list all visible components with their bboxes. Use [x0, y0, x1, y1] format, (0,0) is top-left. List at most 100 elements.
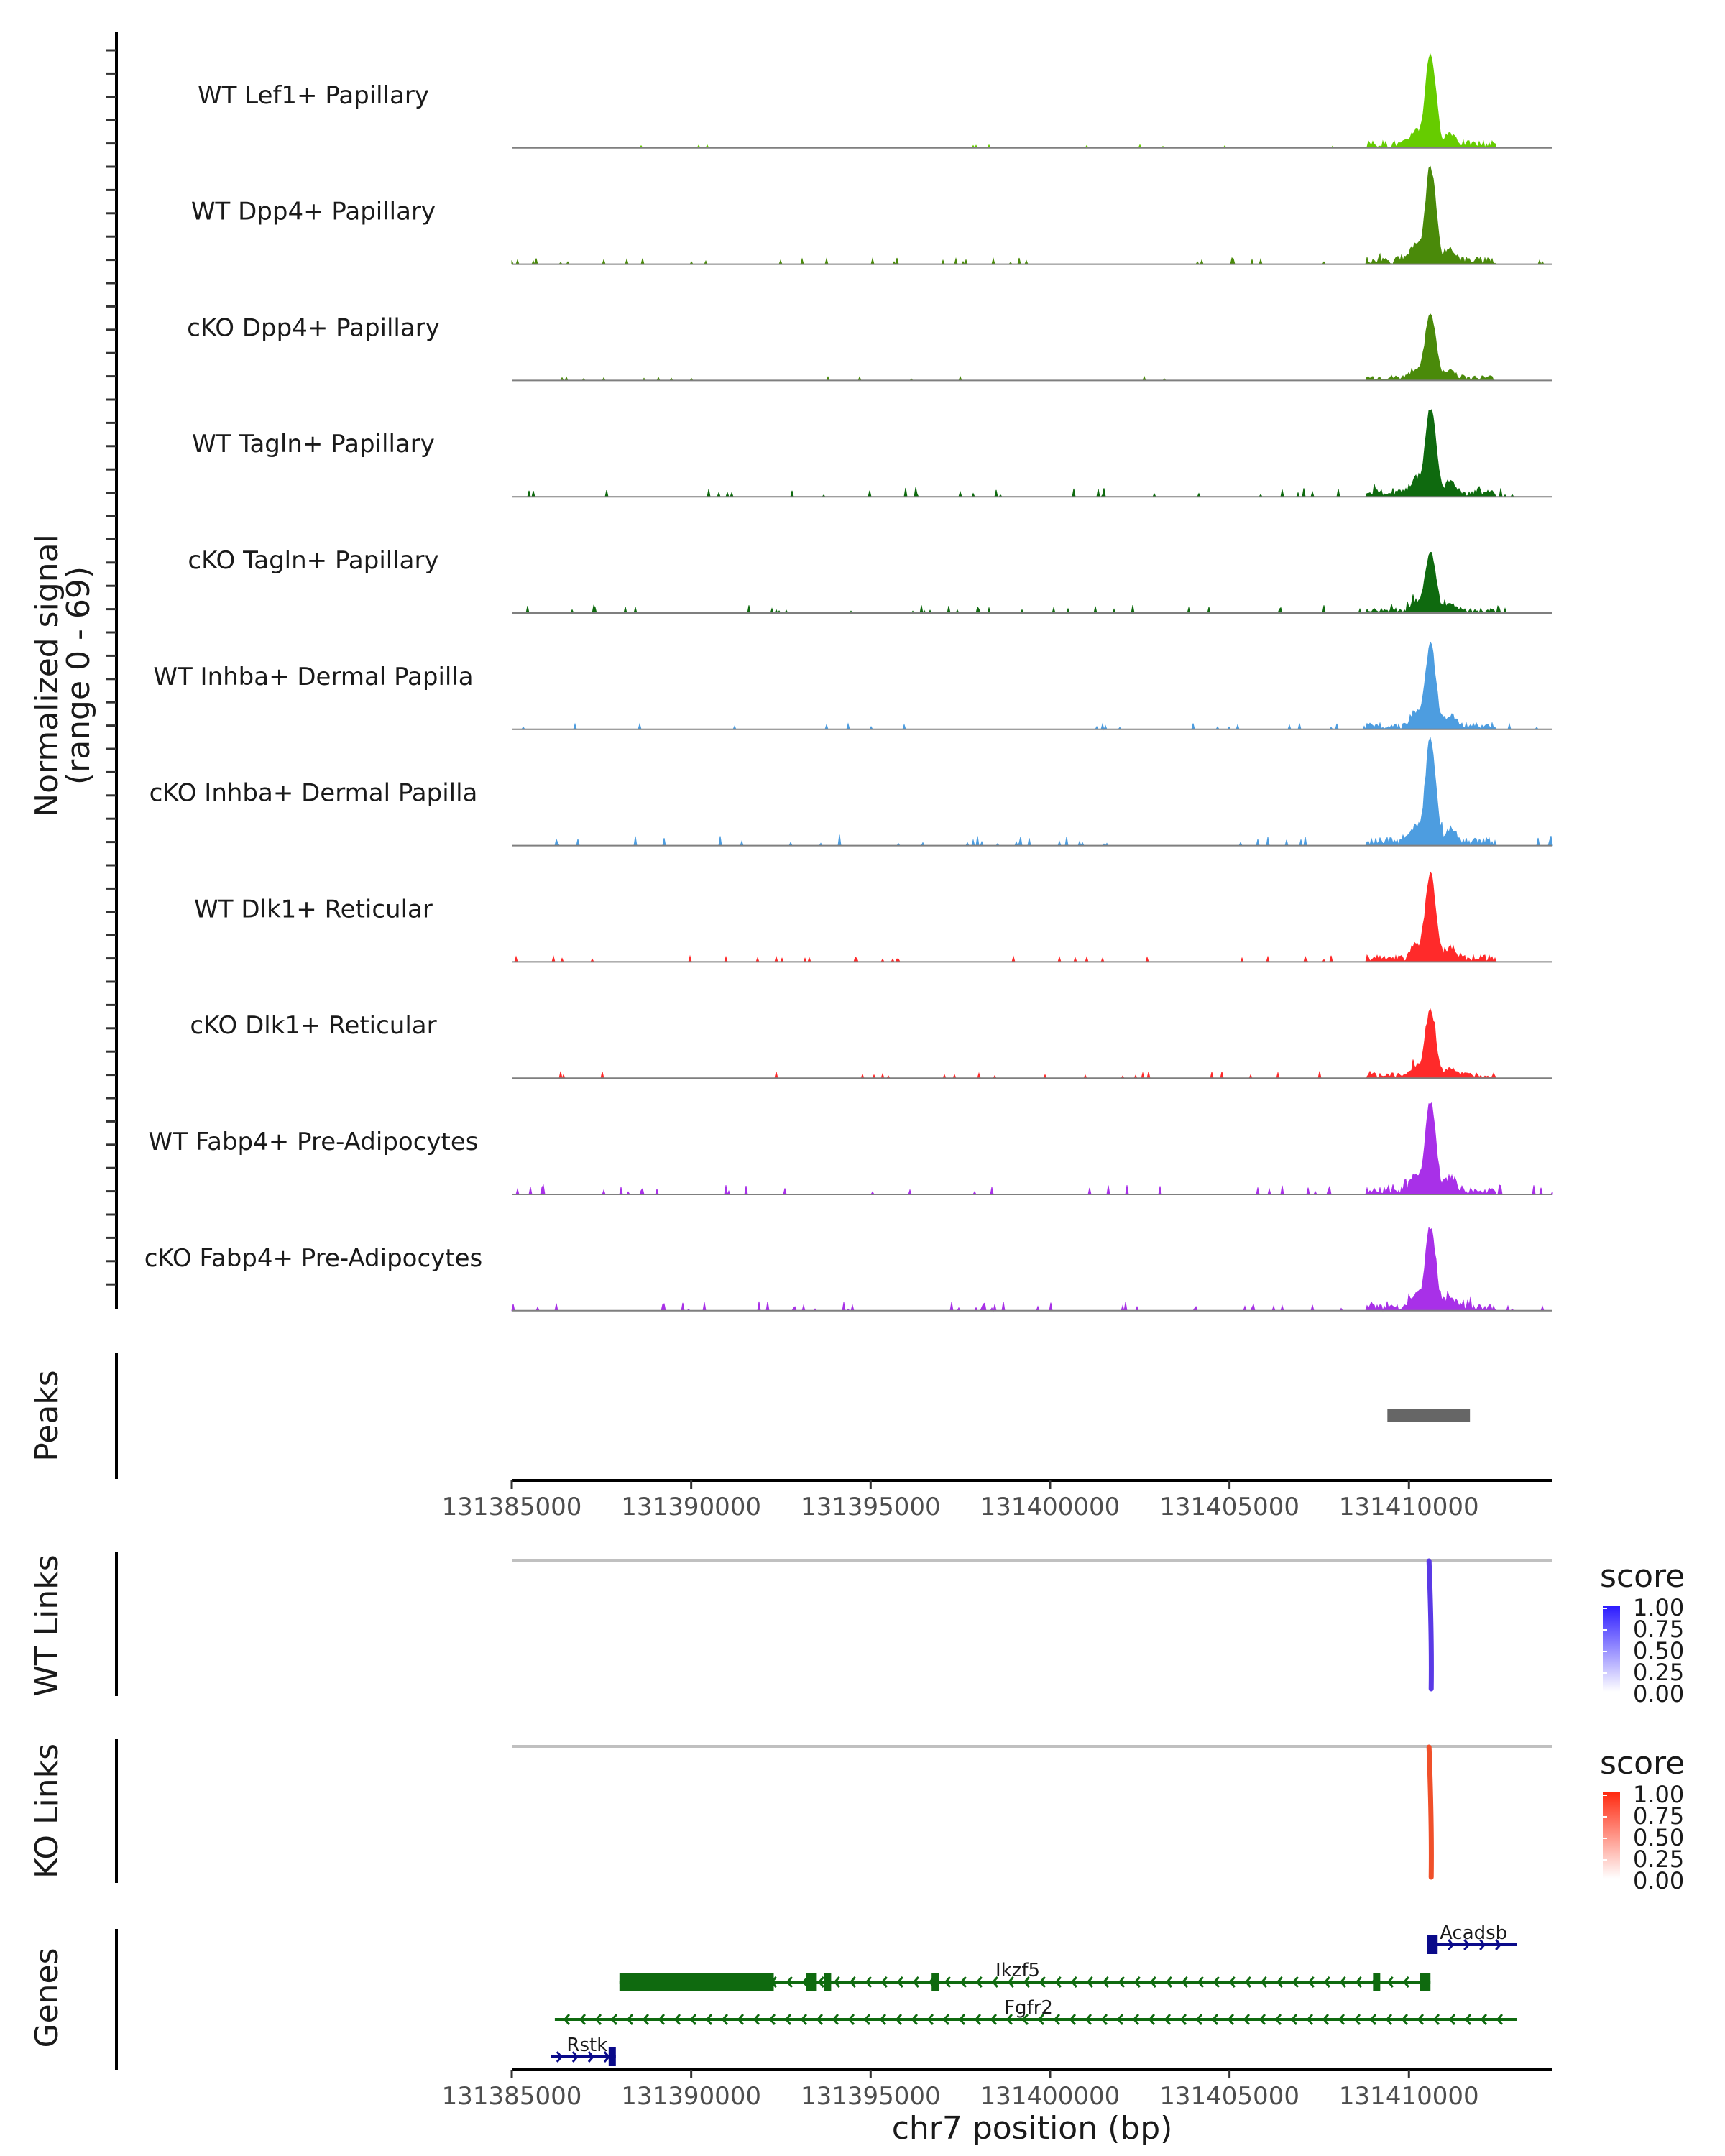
strand-chevron [587, 2051, 594, 2063]
strand-chevron [1179, 2014, 1187, 2025]
strand-chevron [1195, 2014, 1203, 2025]
strand-chevron [800, 2014, 808, 2025]
gene-exon [619, 1973, 774, 1991]
strand-chevron [1069, 2014, 1077, 2025]
strand-chevron [1053, 2014, 1061, 2025]
legend-tick-label: 0.50 [1633, 1824, 1684, 1851]
strand-chevron [816, 2014, 824, 2025]
strand-chevron [1021, 2014, 1029, 2025]
strand-chevron [880, 1976, 888, 1988]
strand-chevron [926, 2014, 934, 2025]
gene-model: Rstk [551, 2035, 616, 2066]
legend-tick-label: 0.25 [1633, 1659, 1684, 1686]
coverage-panel: Normalized signal (range 0 - 69) WT Lef1… [29, 32, 1553, 1312]
wt-legend-title: score [1600, 1558, 1685, 1595]
strand-chevron [1432, 2014, 1440, 2025]
x-tick-label: 131395000 [801, 2082, 941, 2111]
strand-chevron [865, 1976, 872, 1988]
peak-region [1387, 1409, 1471, 1422]
strand-chevron [673, 2014, 681, 2025]
coverage-area [512, 409, 1552, 497]
coverage-area [511, 165, 1552, 266]
strand-chevron [1037, 2014, 1045, 2025]
strand-chevron [705, 2014, 713, 2025]
strand-chevron [1496, 2014, 1504, 2025]
legend-tick-label: 0.75 [1633, 1802, 1684, 1830]
coverage-area [512, 1102, 1553, 1196]
wt-legend-ticks: 1.000.750.500.250.00 [1603, 1594, 1684, 1708]
strand-chevron [1307, 1976, 1315, 1988]
coverage-ylabel-line2: (range 0 - 69) [60, 566, 97, 785]
strand-chevron [1480, 2014, 1488, 2025]
x-axis-title: chr7 position (bp) [892, 2110, 1173, 2147]
strand-chevron [1100, 2014, 1108, 2025]
peaks-panel: Peaks 131385000 131390000 131395000 1314000… [29, 1353, 1552, 1521]
strand-chevron [1276, 1976, 1283, 1988]
wt-link-arc [1426, 1558, 1434, 1692]
gene-label: Ikzf5 [995, 1960, 1040, 1981]
strand-chevron [879, 2014, 887, 2025]
strand-chevron [1448, 2014, 1456, 2025]
ko-legend-ticks: 1.000.750.500.250.00 [1603, 1781, 1684, 1894]
strand-chevron [1260, 1976, 1267, 1988]
coverage-track: cKO Tagln+ Papillary [188, 546, 1552, 614]
strand-chevron [1054, 1976, 1062, 1988]
coverage-track: WT Inhba+ Dermal Papilla [153, 641, 1552, 731]
strand-chevron [1132, 2014, 1140, 2025]
strand-chevron [863, 2014, 871, 2025]
strand-chevron [1259, 2014, 1266, 2025]
coverage-track-label: WT Tagln+ Papillary [192, 430, 435, 459]
coverage-tracks: WT Lef1+ Papillary WT Dpp4+ Papillary cKO … [144, 52, 1553, 1312]
strand-chevron [975, 1976, 983, 1988]
strand-chevron [817, 1976, 824, 1988]
strand-chevron [960, 1976, 967, 1988]
strand-chevron [1085, 2014, 1092, 2025]
strand-chevron [1070, 1976, 1077, 1988]
strand-chevron [1102, 1976, 1109, 1988]
x-tick-label: 131405000 [1159, 1493, 1300, 1521]
strand-chevron [737, 2014, 745, 2025]
coverage-track-label: cKO Dpp4+ Papillary [187, 313, 440, 342]
strand-chevron [1339, 1976, 1346, 1988]
strand-chevron [1148, 2014, 1156, 2025]
genes-label: Genes [29, 1948, 65, 2047]
x-tick-label: 131390000 [621, 1493, 761, 1521]
strand-chevron [911, 2014, 919, 2025]
strand-chevron [912, 1976, 919, 1988]
wt-links-label: WT Links [29, 1554, 65, 1696]
strand-chevron [1322, 2014, 1330, 2025]
strand-chevron [1086, 1976, 1093, 1988]
legend-tick-label: 0.75 [1633, 1616, 1684, 1643]
gene-exon [1373, 1973, 1381, 1991]
x-tick-label: 131395000 [801, 1493, 941, 1521]
strand-chevron [579, 2014, 586, 2025]
gene-model: Acadsb [1427, 1922, 1517, 1954]
x-ticks-lower: 131385000 131390000 131395000 131400000 1314… [442, 2070, 1479, 2111]
coverage-track: WT Dlk1+ Reticular [194, 871, 1552, 963]
strand-chevron [833, 1976, 840, 1988]
strand-chevron [958, 2014, 966, 2025]
gene-model: Fgfr2 [554, 1997, 1517, 2025]
strand-chevron [1323, 1976, 1330, 1988]
coverage-track: cKO Dlk1+ Reticular [190, 1008, 1552, 1079]
strand-chevron [1039, 1976, 1046, 1988]
legend-tick-label: 1.00 [1633, 1781, 1684, 1808]
coverage-area [512, 52, 1552, 149]
coverage-area [512, 551, 1552, 614]
strand-chevron [990, 2014, 998, 2025]
strand-chevron [1401, 2014, 1409, 2025]
x-ticks-upper: 131385000 131390000 131395000 131400000 1314… [442, 1480, 1479, 1521]
coverage-track: cKO Fabp4+ Pre-Adipocytes [144, 1227, 1552, 1312]
strand-chevron [1495, 1939, 1502, 1950]
coverage-track-label: WT Lef1+ Papillary [198, 81, 429, 110]
coverage-track: WT Tagln+ Papillary [192, 409, 1552, 498]
strand-chevron [1165, 1976, 1172, 1988]
strand-chevron [1227, 2014, 1235, 2025]
strand-chevron [721, 2014, 729, 2025]
coverage-area [512, 313, 1552, 382]
strand-chevron [1402, 1976, 1409, 1988]
strand-chevron [1464, 2014, 1472, 2025]
ko-legend-title: score [1600, 1745, 1685, 1782]
legend-tick-label: 1.00 [1633, 1594, 1684, 1621]
strand-chevron [895, 2014, 903, 2025]
